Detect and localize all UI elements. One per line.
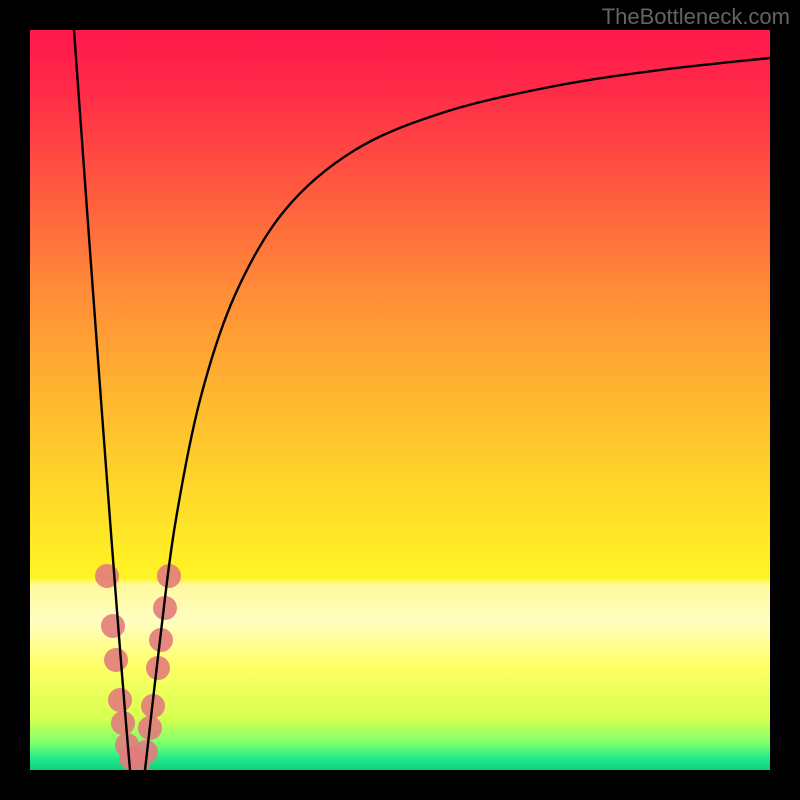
chart-svg: [0, 0, 800, 800]
plot-background: [30, 30, 770, 770]
curve-marker: [101, 614, 125, 638]
curve-marker: [108, 688, 132, 712]
watermark-text: TheBottleneck.com: [602, 4, 790, 30]
curve-marker: [111, 711, 135, 735]
curve-marker: [104, 648, 128, 672]
chart-root: TheBottleneck.com: [0, 0, 800, 800]
